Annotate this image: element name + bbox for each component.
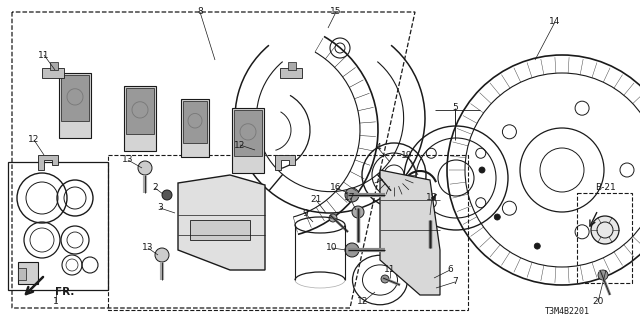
Polygon shape [61, 75, 89, 121]
Text: 14: 14 [549, 18, 561, 27]
Text: 13: 13 [122, 156, 134, 164]
Circle shape [381, 275, 389, 283]
Text: 3: 3 [157, 204, 163, 212]
Polygon shape [275, 155, 295, 170]
Text: 9: 9 [302, 209, 308, 218]
Text: 6: 6 [447, 266, 453, 275]
Bar [108, 155, 468, 310]
Text: 16: 16 [330, 183, 342, 193]
Text: 15: 15 [330, 7, 342, 17]
Polygon shape [183, 101, 207, 142]
Circle shape [479, 167, 485, 173]
Polygon shape [59, 73, 91, 138]
Text: 12: 12 [357, 298, 369, 307]
Text: 17: 17 [344, 194, 356, 203]
Polygon shape [380, 170, 440, 295]
Bar [42, 68, 64, 78]
Text: 1: 1 [53, 298, 59, 307]
Text: FR.: FR. [55, 287, 74, 297]
Text: B-21: B-21 [595, 183, 616, 193]
Polygon shape [126, 87, 154, 134]
Text: 4: 4 [375, 143, 381, 153]
Bar [18, 268, 26, 280]
Circle shape [598, 270, 608, 280]
Text: 13: 13 [142, 244, 154, 252]
Circle shape [534, 243, 540, 249]
Bar [50, 62, 58, 70]
Circle shape [345, 243, 359, 257]
Bar [18, 262, 38, 284]
Circle shape [162, 190, 172, 200]
Bar [577, 193, 632, 283]
Circle shape [329, 214, 337, 222]
Text: T3M4B2201: T3M4B2201 [545, 308, 590, 316]
Polygon shape [178, 175, 265, 270]
Text: 8: 8 [197, 7, 203, 17]
Circle shape [352, 206, 364, 218]
Circle shape [138, 161, 152, 175]
Text: 11: 11 [384, 266, 396, 275]
Polygon shape [124, 85, 156, 150]
Text: 12: 12 [234, 140, 246, 149]
Circle shape [345, 188, 359, 202]
Bar [288, 62, 296, 70]
Bar [190, 220, 250, 240]
Circle shape [494, 214, 500, 220]
Text: 19: 19 [401, 150, 413, 159]
Text: 12: 12 [28, 135, 40, 145]
Circle shape [591, 216, 619, 244]
Bar [280, 68, 302, 78]
Circle shape [425, 220, 435, 230]
Text: 11: 11 [38, 51, 50, 60]
Polygon shape [181, 99, 209, 157]
Bar [8, 162, 108, 290]
Text: 7: 7 [452, 277, 458, 286]
Text: 20: 20 [592, 298, 604, 307]
Text: 2: 2 [152, 183, 158, 193]
Polygon shape [38, 155, 58, 170]
Circle shape [155, 248, 169, 262]
Text: 10: 10 [326, 244, 338, 252]
Polygon shape [234, 109, 262, 156]
Text: 5: 5 [452, 103, 458, 113]
Text: 18: 18 [426, 193, 438, 202]
Text: 21: 21 [310, 196, 322, 204]
Polygon shape [232, 108, 264, 172]
